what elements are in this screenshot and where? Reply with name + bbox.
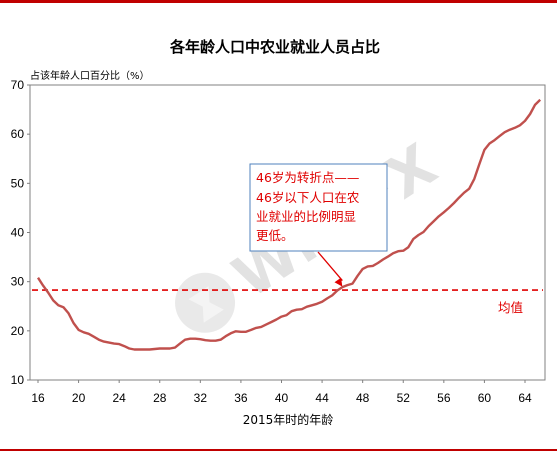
reference-lines: 均值 [32,289,543,315]
mean-label: 均值 [498,300,523,315]
x-tick-label: 36 [234,391,248,405]
bottom-rule [0,449,557,451]
x-tick-label: 52 [397,391,411,405]
y-tick-label: 20 [11,324,25,338]
x-axis-ticks: 16 20 24 28 32 36 40 44 48 52 56 60 64 [31,380,532,405]
annotation-line-1: 46岁为转折点—— [256,170,359,185]
y-tick-label: 10 [11,373,25,387]
x-axis-label: 2015年时的年龄 [243,412,334,427]
x-tick-label: 16 [31,391,45,405]
x-tick-label: 20 [72,391,86,405]
x-tick-label: 24 [112,391,126,405]
annotation: 46岁为转折点—— 46岁以下人口在农 业就业的比例明显 更低。 [249,163,388,287]
y-axis-ticks: 10 20 30 40 50 60 70 [11,78,30,387]
x-tick-label: 32 [194,391,208,405]
annotation-arrow-head [334,277,343,287]
top-rule [0,0,557,3]
watermark-logo-mark [188,286,224,323]
y-tick-label: 30 [11,275,25,289]
y-tick-label: 70 [11,78,25,92]
x-tick-label: 56 [437,391,451,405]
x-tick-label: 28 [153,391,167,405]
y-tick-label: 40 [11,226,25,240]
series-line [36,98,542,351]
annotation-line-3: 业就业的比例明显 [256,209,356,224]
series-group [36,98,542,351]
y-axis-label: 占该年龄人口百分比（%） [30,69,150,82]
x-tick-label: 44 [315,391,329,405]
annotation-line-4: 更低。 [256,228,294,243]
x-tick-label: 64 [518,391,532,405]
annotation-arrow [317,251,343,282]
annotation-box [249,163,388,252]
x-tick-label: 40 [275,391,289,405]
x-tick-label: 60 [478,391,492,405]
y-tick-label: 50 [11,176,25,190]
x-tick-label: 48 [356,391,370,405]
chart-title: 各年龄人口中农业就业人员占比 [169,38,380,56]
annotation-line-2: 46岁以下人口在农 [256,190,360,205]
y-tick-label: 60 [11,127,25,141]
